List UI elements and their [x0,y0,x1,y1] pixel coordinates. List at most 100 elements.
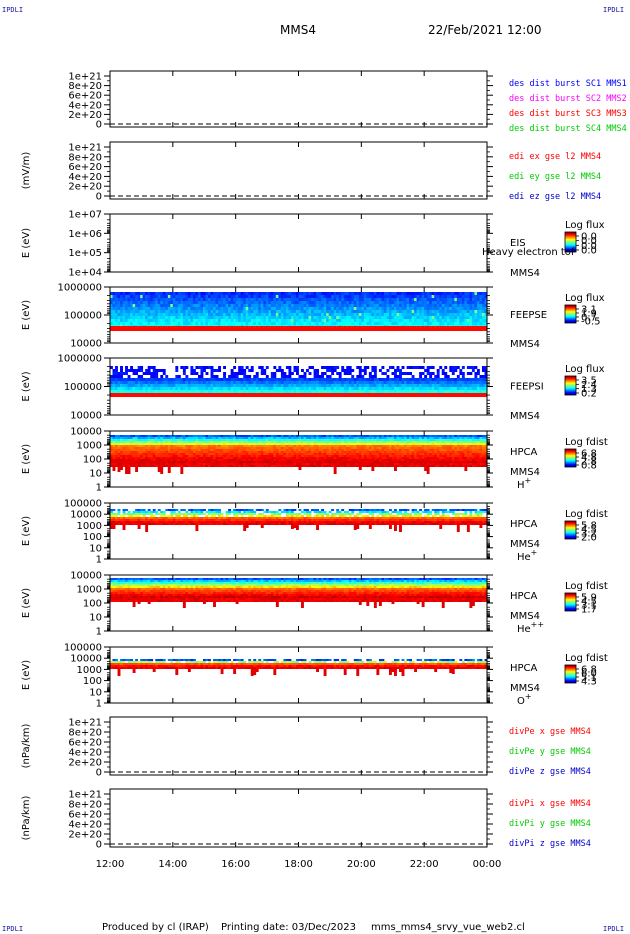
spectrogram-cell [127,455,131,457]
spectrogram-cell [454,301,458,304]
spectrogram-cell [218,304,221,307]
spectrogram-cell [210,298,214,301]
spectrogram-cell [328,455,332,457]
spectrogram-cell [278,326,282,331]
spectrogram-cell [268,381,272,384]
spectrogram-cell [142,465,146,467]
spectrogram-cell [185,443,189,445]
spectrogram-cell [326,307,330,310]
spectrogram-cell [298,378,302,381]
spectrogram-cell [223,381,227,384]
spectrogram-cell [295,441,299,443]
spectrogram-cell [308,378,312,381]
spectrogram-cell [298,307,302,310]
spectrogram-cell [311,447,314,449]
spectrogram-cell [368,378,372,381]
spectrogram-cell [439,390,443,393]
spectrogram-cell [399,381,402,384]
spectrogram-cell [273,390,277,393]
spectrogram-cell [167,378,171,381]
spectrogram-cell [228,310,232,313]
spectrogram-cell [270,465,274,467]
spectrogram-cell [419,310,423,313]
spectrogram-cell [220,307,224,310]
spectrogram-cell [459,369,463,372]
spectrogram-cell [192,449,196,451]
spectrogram-cell [170,451,174,453]
spectrogram-cell [210,304,214,307]
spectrogram-cell [333,451,337,453]
spectrogram-cell [197,447,201,449]
spectrogram-cell [416,304,420,307]
spectrogram-cell [243,443,247,445]
spectrogram-cell [185,439,189,441]
spectrogram-cell [461,366,465,369]
y-tick-label: 0 [96,120,102,131]
spectrogram-cell [260,465,264,467]
spectrogram-cell [476,393,480,397]
spectrogram-cell [197,390,201,393]
spectrogram-cell [142,435,146,437]
spectrogram-cell [223,441,227,443]
spectrogram-cell [479,313,483,316]
spectrogram-cell [338,292,342,295]
spectrogram-cell [245,445,249,447]
spectrogram-cell [371,326,375,331]
spectrogram-cell [484,384,488,387]
spectrogram-cell [125,322,128,325]
spectrogram-cell [306,298,309,301]
spectrogram-cell [285,292,289,295]
spectrogram-cell [250,463,254,465]
spectrogram-cell [265,453,269,455]
spectrogram-cell [132,447,136,449]
spectrogram-cell [210,435,214,437]
spectrogram-cell [258,461,262,463]
spectrogram-cell [213,457,216,459]
spectrogram-cell [167,319,171,322]
spectrogram-cell [185,447,189,449]
spectrogram-cell [117,463,121,465]
spectrogram-cell [200,387,204,390]
spectrogram-cell [280,381,284,384]
spectrogram-cell [182,441,186,443]
spectrogram-cell [162,381,166,384]
spectrogram-cell [278,390,282,393]
spectrogram-cell [399,307,402,310]
spectrogram-cell [260,441,264,443]
spectrogram-cell [439,326,443,331]
spectrogram-cell [130,298,134,301]
spectrogram-cell [220,295,224,298]
spectrogram-cell [388,381,392,384]
spectrogram-cell [275,390,279,393]
spectrogram-cell [336,443,340,445]
spectrogram-cell [404,310,407,313]
spectrogram-cell [230,384,234,387]
spectrogram-cell [190,298,194,301]
spectrogram-cell [283,378,287,381]
spectrogram-cell [361,390,365,393]
spectrogram-cell [346,393,350,397]
spectrogram-cell [394,295,397,298]
spectrogram-cell [135,295,139,298]
spectrogram-cell [356,375,360,378]
spectrogram-cell [316,441,319,443]
spectrogram-cell [177,453,181,455]
spectrogram-cell [210,292,214,295]
spectrogram-cell [208,295,211,298]
spectrogram-cell [202,451,206,453]
spectrogram-cell [250,437,254,439]
spectrogram-cell [115,437,118,439]
spectrogram-cell [401,316,405,319]
spectrogram-cell [223,461,227,463]
spectrogram-cell [132,453,136,455]
spectrogram-cell [140,375,144,378]
spectrogram-cell [238,372,242,375]
spectrogram-cell [363,366,367,369]
spectrogram-cell [145,441,149,443]
spectrogram-cell [333,384,337,387]
spectrogram-cell [127,435,131,437]
spectrogram-cell [210,310,214,313]
spectrogram-cell [195,384,199,387]
spectrogram-cell [132,313,136,316]
